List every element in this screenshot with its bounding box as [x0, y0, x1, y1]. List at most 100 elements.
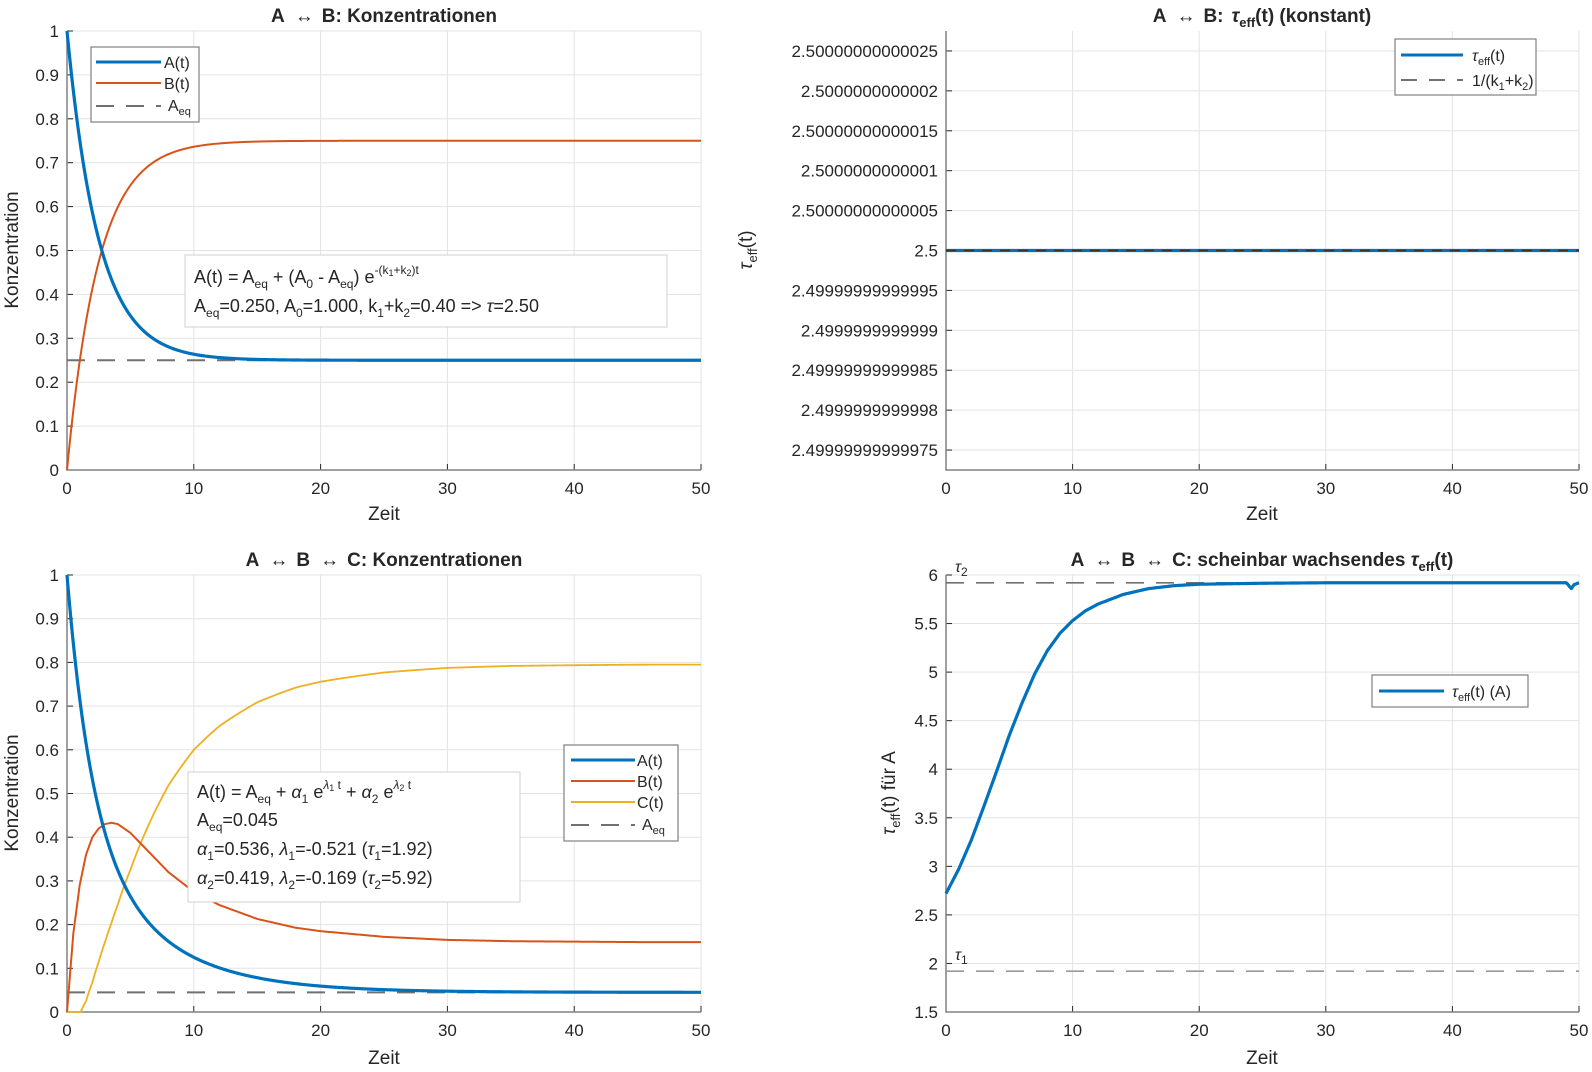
tick-labels: 0 10 20 30 40 50 2.49999999999975 2.49999999999… — [791, 42, 1588, 498]
y-tick-label: 2.49999999999975 — [791, 441, 938, 460]
y-tick-label: 2 — [929, 954, 938, 973]
legend-label-inverse-k: 1/(k1+k2) — [1472, 73, 1534, 93]
formula-annotation-box — [187, 771, 521, 903]
y-tick-label: 0.4 — [35, 828, 59, 847]
legend-label-tau: τeff(t) — [1472, 48, 1505, 68]
tau1-marker-label: τ1 — [955, 947, 968, 967]
tick-labels: 0 10 20 30 40 50 1.5 2 2.5 3 3.5 4 4.5 5 5.5 6 — [914, 566, 1588, 1040]
formula-annotation-box — [184, 254, 668, 328]
series-tau-eff-a-line — [944, 581, 1580, 895]
y-tick-label: 0.9 — [35, 66, 59, 85]
x-tick-label: 30 — [1316, 479, 1335, 498]
y-tick-label: 0.8 — [35, 110, 59, 129]
y-tick-label: 3.5 — [914, 809, 938, 828]
y-tick-label: 2.50000000000025 — [791, 42, 938, 61]
chart-title: A ↔ B: τeff(t) (konstant) — [1153, 6, 1372, 30]
x-tick-label: 20 — [311, 1021, 330, 1040]
tau2-marker-label: τ2 — [955, 559, 968, 579]
y-tick-label: 2.50000000000015 — [791, 122, 938, 141]
chart-title: A ↔ B ↔ C: Konzentrationen — [246, 550, 523, 571]
chart-title: A ↔ B: Konzentrationen — [271, 6, 497, 27]
x-tick-label: 10 — [1063, 479, 1082, 498]
x-tick-label: 10 — [184, 1021, 203, 1040]
y-tick-label: 0 — [50, 1003, 59, 1022]
x-tick-label: 30 — [438, 479, 457, 498]
y-tick-label: 0.1 — [35, 959, 59, 978]
x-tick-label: 40 — [565, 1021, 584, 1040]
formula-line-3: α1=0.536, λ1=-0.521 (τ1=1.92) — [197, 839, 433, 863]
x-tick-label: 20 — [1190, 479, 1209, 498]
x-tick-label: 50 — [1570, 479, 1589, 498]
x-tick-label: 40 — [1443, 479, 1462, 498]
x-tick-label: 0 — [941, 1021, 950, 1040]
series-c-line — [67, 663, 701, 1013]
tick-labels: 0 10 20 30 40 50 0 0.1 0.2 0.3 0.4 0.5 0.6 0.7 0.8 0.9 1 — [35, 566, 710, 1040]
formula-line-2: Aeq=0.045 — [197, 810, 278, 834]
y-axis-label: Konzentration — [2, 734, 23, 851]
legend-label-b: B(t) — [164, 76, 190, 93]
formula-line-1: A(t) = Aeq + α1 eλ1 t + α2 eλ2 t — [197, 778, 412, 806]
y-tick-label: 0.7 — [35, 154, 59, 173]
panel-ab-concentrations: 0 10 20 30 40 50 0 0.1 0.2 0.3 0.4 0.5 0.6 0.7 0.8 0.9 1… — [2, 6, 710, 525]
y-tick-label: 0.5 — [35, 785, 59, 804]
legend-box — [90, 46, 200, 123]
legend: τeff(t) (A) — [1371, 674, 1529, 708]
formula-line-2: Aeq=0.250, A0=1.000, k1+k2=0.40 => τ=2.5… — [194, 296, 539, 320]
y-tick-label: 2.5 — [914, 906, 938, 925]
x-tick-label: 50 — [692, 1021, 711, 1040]
y-tick-label: 6 — [929, 566, 938, 585]
y-tick-label: 2.5000000000001 — [801, 162, 938, 181]
tick-labels: 0 10 20 30 40 50 0 0.1 0.2 0.3 0.4 0.5 0.6 0.7 0.8 0.9 1 — [35, 22, 710, 498]
legend-label-aeq: Aeq — [168, 98, 191, 118]
y-tick-label: 2.4999999999999 — [801, 321, 938, 340]
series-a-line — [65, 574, 702, 994]
series-b-line — [66, 821, 701, 1013]
y-tick-label: 4.5 — [914, 712, 938, 731]
y-tick-label: 0.4 — [35, 285, 59, 304]
x-tick-label: 0 — [62, 1021, 71, 1040]
grid — [66, 574, 702, 1013]
y-tick-label: 0.2 — [35, 373, 59, 392]
x-axis-label: Zeit — [1246, 504, 1278, 525]
axes-frame — [945, 575, 1579, 1013]
y-tick-label: 0 — [50, 461, 59, 480]
y-tick-label: 4 — [929, 760, 938, 779]
series-layer — [944, 581, 1580, 973]
y-tick-label: 2.4999999999998 — [801, 401, 938, 420]
series-a-line — [65, 30, 702, 362]
x-tick-label: 10 — [184, 479, 203, 498]
x-axis-label: Zeit — [1246, 1048, 1278, 1069]
grid — [945, 574, 1580, 1013]
y-tick-label: 0.5 — [35, 242, 59, 261]
y-tick-label: 5.5 — [914, 615, 938, 634]
y-tick-label: 0.6 — [35, 198, 59, 217]
series-b-line — [66, 139, 701, 471]
legend-label-aeq: Aeq — [642, 817, 665, 837]
y-tick-label: 2.5 — [914, 242, 938, 261]
panel-abc-concentrations: 0 10 20 30 40 50 0 0.1 0.2 0.3 0.4 0.5 0.6 0.7 0.8 0.9 1… — [2, 550, 710, 1069]
x-tick-label: 40 — [565, 479, 584, 498]
x-tick-label: 0 — [941, 479, 950, 498]
legend: A(t) B(t) Aeq — [90, 46, 200, 123]
x-axis-label: Zeit — [368, 504, 400, 525]
axes-frame — [945, 31, 1579, 471]
chart-title: A ↔ B ↔ C: scheinbar wachsendes τeff(t) — [1071, 550, 1454, 574]
y-tick-label: 0.3 — [35, 329, 59, 348]
panel-ab-tau: 0 10 20 30 40 50 2.49999999999975 2.49999999999… — [736, 6, 1588, 525]
y-tick-label: 2.49999999999985 — [791, 361, 938, 380]
y-tick-label: 0.2 — [35, 916, 59, 935]
y-tick-label: 0.9 — [35, 610, 59, 629]
legend-label-c: C(t) — [637, 795, 664, 812]
x-axis-label: Zeit — [368, 1048, 400, 1069]
series-layer — [65, 30, 702, 471]
x-tick-label: 40 — [1443, 1021, 1462, 1040]
panel-abc-tau: 0 10 20 30 40 50 1.5 2 2.5 3 3.5 4 4.5 5 5.5 6 A ↔ B ↔ C: s… — [879, 550, 1588, 1069]
y-tick-label: 5 — [929, 663, 938, 682]
series-layer — [65, 574, 702, 1013]
x-tick-label: 30 — [1316, 1021, 1335, 1040]
legend-label-a: A(t) — [637, 753, 663, 770]
y-tick-label: 2.5000000000002 — [801, 82, 938, 101]
x-tick-label: 50 — [692, 479, 711, 498]
x-tick-label: 50 — [1570, 1021, 1589, 1040]
